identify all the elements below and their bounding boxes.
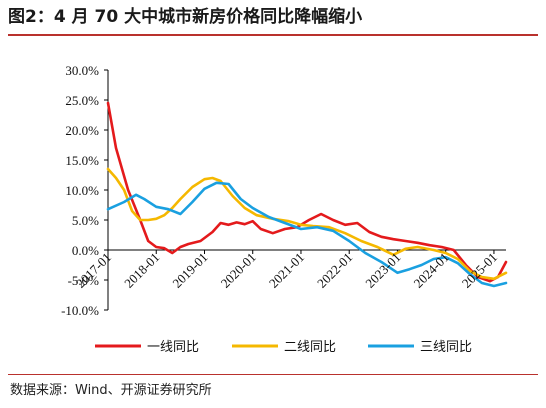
chart-series — [106, 101, 508, 288]
source-rule — [8, 374, 538, 375]
legend-label: 三线同比 — [420, 340, 472, 355]
x-tick-label: 2022-01 — [314, 250, 355, 291]
title-rule — [8, 34, 538, 36]
x-tick-label: 2019-01 — [169, 250, 210, 291]
x-tick-label: 2024-01 — [411, 250, 452, 291]
y-tick-label: 25.0% — [65, 93, 99, 108]
x-tick-label: 2020-01 — [218, 250, 259, 291]
chart-title: 图2：4 月 70 大中城市新房价格同比降幅缩小 — [8, 7, 363, 27]
y-axis-tick-labels: -10.0% -5.0% 0.0% 5.0% 10.0% 15.0% 20.0% 25.0% 3… — [61, 63, 99, 318]
y-tick-label: 30.0% — [65, 63, 99, 78]
legend-label: 二线同比 — [284, 340, 336, 355]
chart-legend: 一线同比 二线同比 三线同比 — [95, 340, 472, 355]
series-line-1 — [106, 101, 508, 283]
legend-label: 一线同比 — [147, 340, 199, 355]
y-tick-label: 20.0% — [65, 123, 99, 138]
y-tick-label: 5.0% — [72, 213, 99, 228]
y-tick-label: 10.0% — [65, 183, 99, 198]
chart-axes — [104, 69, 506, 311]
x-tick-label: 2018-01 — [121, 250, 162, 291]
y-tick-label: 15.0% — [65, 153, 99, 168]
source-note: 数据来源：Wind、开源证券研究所 — [10, 383, 212, 398]
x-tick-label: 2021-01 — [266, 250, 307, 291]
y-tick-label: 0.0% — [72, 243, 99, 258]
y-tick-label: -5.0% — [68, 273, 100, 288]
y-tick-label: -10.0% — [61, 303, 99, 318]
series-line-3 — [106, 181, 508, 288]
x-axis-tick-labels: 2017-01 2018-01 2019-01 2020-01 2021-01 2022-… — [73, 250, 500, 291]
